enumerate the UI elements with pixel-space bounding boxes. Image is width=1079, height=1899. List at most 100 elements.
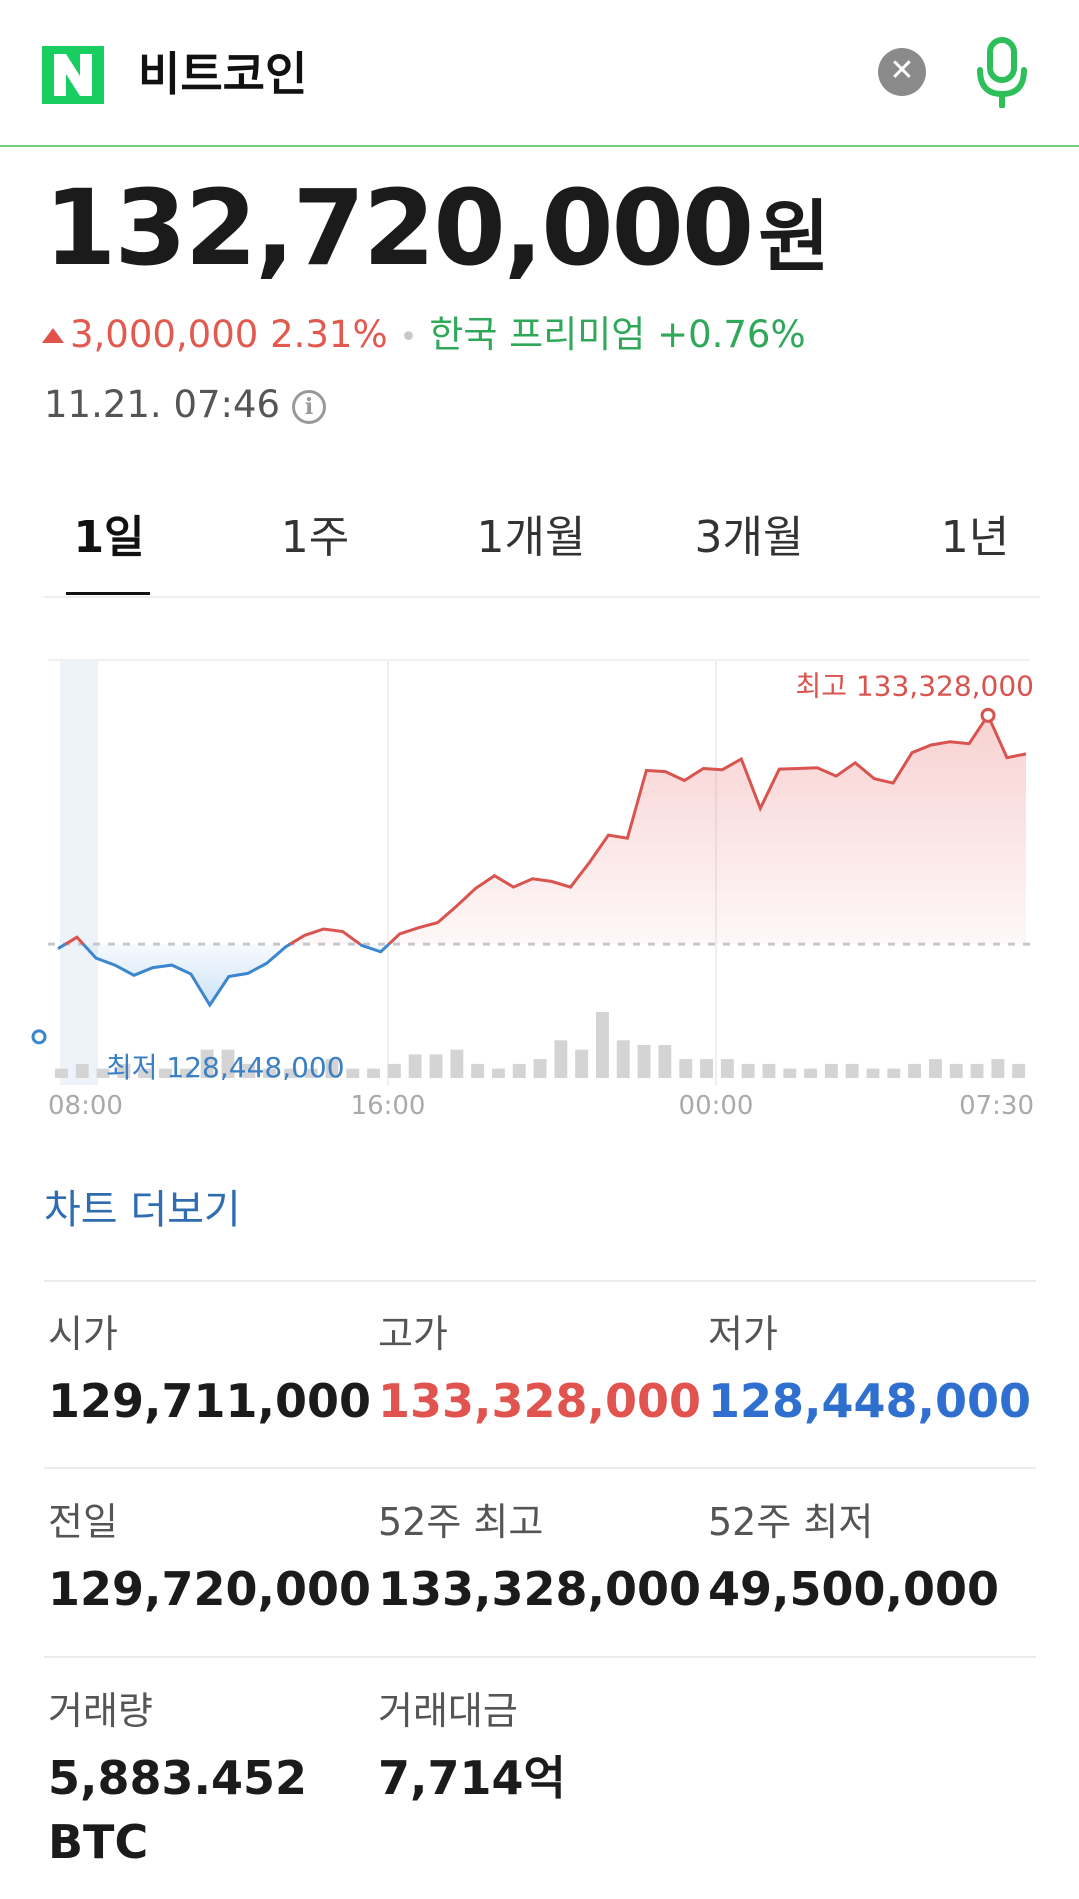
price-change: 3,000,000 2.31% bbox=[70, 313, 388, 356]
price-line-up bbox=[64, 712, 1027, 946]
stat-52w-low: 52주 최저 49,500,000 bbox=[708, 1496, 999, 1620]
volume-bar bbox=[762, 1063, 776, 1078]
stat-high: 고가 133,328,000 bbox=[378, 1308, 701, 1432]
stat-value: 129,711,000 bbox=[48, 1374, 372, 1428]
volume-bar bbox=[991, 1059, 1005, 1078]
volume-bar bbox=[866, 1068, 880, 1078]
volume-bar bbox=[387, 1063, 401, 1078]
search-header: 비트코인 ✕ bbox=[0, 0, 1079, 147]
low-price-label: 최저 128,448,000 bbox=[106, 1051, 345, 1084]
tab-1-day[interactable]: 1일 bbox=[73, 512, 145, 563]
volume-bar bbox=[700, 1059, 713, 1078]
volume-bar bbox=[783, 1068, 797, 1078]
volume-bar bbox=[1012, 1063, 1026, 1078]
stat-value: 7,714억 bbox=[378, 1751, 566, 1805]
volume-bar bbox=[346, 1068, 360, 1078]
volume-bar bbox=[596, 1012, 609, 1078]
tab-1-week[interactable]: 1주 bbox=[280, 512, 350, 563]
stat-low: 저가 128,448,000 bbox=[708, 1308, 1031, 1432]
volume-bar bbox=[887, 1068, 901, 1078]
above-baseline-area bbox=[65, 715, 1026, 945]
volume-bar bbox=[325, 1059, 339, 1078]
volume-bar bbox=[929, 1059, 942, 1078]
tab-1-month[interactable]: 1개월 bbox=[476, 512, 586, 563]
stat-value: 5,883.452 bbox=[48, 1751, 307, 1805]
volume-bar bbox=[179, 1068, 193, 1078]
stat-label: 고가 bbox=[378, 1312, 448, 1356]
volume-bar bbox=[283, 1068, 297, 1078]
volume-bar bbox=[512, 1063, 526, 1078]
volume-bar bbox=[658, 1045, 672, 1078]
price-line-down bbox=[57, 942, 390, 1008]
volume-bar bbox=[679, 1059, 693, 1078]
stat-trade-value: 거래대금 7,714억 bbox=[378, 1685, 566, 1809]
volume-bar bbox=[55, 1068, 68, 1078]
tab-1-year[interactable]: 1년 bbox=[940, 512, 1010, 563]
volume-bar bbox=[471, 1063, 485, 1078]
stats-divider-2 bbox=[44, 1656, 1036, 1658]
volume-bar bbox=[575, 1049, 589, 1078]
low-marker bbox=[31, 1029, 47, 1045]
info-icon[interactable]: i bbox=[292, 389, 327, 424]
stat-52w-high: 52주 최고 133,328,000 bbox=[378, 1496, 701, 1620]
stat-open: 시가 129,711,000 bbox=[48, 1308, 371, 1432]
stat-label: 거래량 bbox=[48, 1689, 153, 1733]
volume-bar bbox=[159, 1068, 172, 1078]
price-chart[interactable]: 최고 133,328,000 최저 128,448,000 08:00 16:0… bbox=[0, 640, 1079, 1130]
stat-label: 시가 bbox=[48, 1312, 118, 1356]
volume-bar bbox=[804, 1068, 817, 1078]
stat-label: 거래대금 bbox=[378, 1689, 518, 1733]
volume-bar bbox=[408, 1054, 422, 1078]
period-tabs: 1일 1주 1개월 3개월 1년 bbox=[44, 500, 1040, 598]
price-unit: 원 bbox=[758, 193, 831, 283]
timestamp-row: 11.21. 07:46 i bbox=[44, 380, 327, 430]
volume-bar bbox=[616, 1040, 630, 1078]
volume-bar bbox=[845, 1063, 859, 1078]
volume-bar bbox=[949, 1063, 963, 1078]
volume-bar bbox=[492, 1068, 505, 1078]
volume-bar bbox=[741, 1063, 755, 1078]
volume-bar bbox=[824, 1063, 838, 1078]
timestamp: 11.21. 07:46 bbox=[44, 383, 281, 426]
x-tick-0730: 07:30 bbox=[959, 1091, 1034, 1121]
stat-value: 133,328,000 bbox=[378, 1562, 702, 1616]
stat-label: 52주 최저 bbox=[708, 1500, 874, 1544]
session-highlight bbox=[60, 660, 98, 1085]
volume-bar bbox=[138, 1068, 152, 1078]
volume-bar bbox=[429, 1054, 443, 1078]
stats-divider-top bbox=[44, 1280, 1036, 1282]
search-query[interactable]: 비트코인 bbox=[138, 47, 308, 101]
volume-bar bbox=[242, 1063, 256, 1078]
stat-value: 129,720,000 bbox=[48, 1562, 372, 1616]
volume-bar bbox=[720, 1059, 734, 1078]
volume-bar bbox=[75, 1063, 89, 1078]
stat-prev-close: 전일 129,720,000 bbox=[48, 1496, 371, 1620]
active-tab-indicator bbox=[66, 592, 150, 595]
volume-bar bbox=[450, 1049, 464, 1078]
stat-value: 133,328,000 bbox=[378, 1374, 702, 1428]
high-marker bbox=[980, 707, 996, 723]
korea-premium[interactable]: 한국 프리미엄 +0.76% bbox=[429, 313, 806, 356]
close-icon[interactable]: ✕ bbox=[878, 48, 926, 96]
volume-bar bbox=[263, 1068, 276, 1078]
stat-label: 52주 최고 bbox=[378, 1500, 544, 1544]
more-chart-link[interactable]: 차트 더보기 bbox=[44, 1187, 241, 1233]
stats-divider-1 bbox=[44, 1467, 1036, 1469]
volume-bar bbox=[970, 1063, 984, 1078]
naver-logo[interactable] bbox=[42, 46, 104, 104]
stat-value-unit: BTC bbox=[48, 1815, 149, 1869]
tab-3-months[interactable]: 3개월 bbox=[694, 512, 804, 563]
x-tick-1600: 16:00 bbox=[351, 1091, 426, 1121]
volume-bar bbox=[96, 1068, 110, 1078]
microphone-icon[interactable] bbox=[972, 36, 1032, 109]
volume-bar bbox=[554, 1040, 568, 1078]
below-baseline-area bbox=[58, 944, 389, 1006]
price-display: 132,720,000원 bbox=[44, 168, 830, 288]
stat-volume: 거래량 5,883.452 BTC bbox=[48, 1685, 307, 1873]
volume-bars bbox=[55, 1012, 1026, 1078]
volume-bar bbox=[117, 1063, 131, 1078]
volume-bar bbox=[367, 1068, 380, 1078]
stat-value: 128,448,000 bbox=[708, 1374, 1032, 1428]
stat-value: 49,500,000 bbox=[708, 1562, 1000, 1616]
volume-bar bbox=[533, 1059, 547, 1078]
